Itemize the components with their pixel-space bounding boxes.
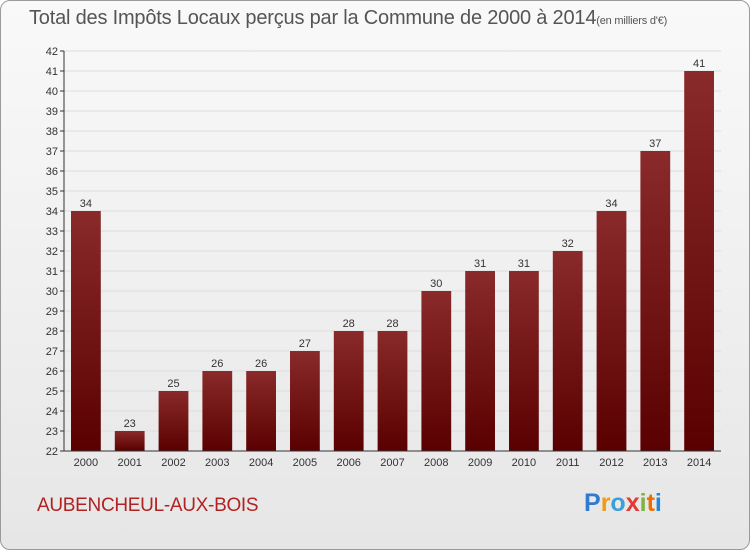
bar-value-label: 34 [605,198,617,210]
logo-letter: t [646,489,655,517]
y-tick-label: 34 [46,206,58,218]
y-tick-label: 33 [46,226,58,238]
axes [63,51,721,452]
x-axis-ticks: 2000 2001 2002 2003 2004 2005 2006 2007 2008 2009… [74,457,712,469]
logo-letter: o [610,489,626,517]
y-tick-label: 31 [46,266,58,278]
bar-2014 [684,71,714,451]
bar-2001 [114,431,145,451]
bar-value-label: 25 [167,378,179,390]
logo-letter: P [584,489,601,517]
bar-2004 [246,371,276,451]
y-tick-label: 26 [46,366,58,378]
chart-title-unit: (en milliers d'€) [596,15,668,27]
y-tick-label: 22 [46,446,58,458]
bar-value-label: 34 [80,198,92,210]
y-tick-label: 23 [46,426,58,438]
bar-2005 [290,351,320,451]
bar-value-label: 41 [693,58,705,70]
y-tick-label: 42 [46,46,58,58]
bar-2011 [552,251,583,451]
logo-letter: i [654,489,662,517]
y-tick-label: 25 [46,386,58,398]
bars [71,71,714,451]
y-tick-label: 30 [46,286,58,298]
y-tick-label: 35 [46,186,58,198]
bar-value-label: 23 [124,418,136,430]
bar-value-label: 28 [343,318,355,330]
bar-value-label: 27 [299,338,311,350]
bar-2000 [71,211,101,451]
bar-2002 [158,391,189,451]
bar-2006 [333,331,364,451]
bar-value-label: 28 [386,318,398,330]
bar-2003 [202,371,233,451]
logo-letter: r [600,489,611,517]
bar-2012 [596,211,627,451]
bar-2010 [509,271,539,451]
y-tick-label: 28 [46,326,58,338]
x-tick-label: 2008 [424,457,448,469]
chart-title-text: Total des Impôts Locaux perçus par la Co… [29,7,597,29]
y-tick-label: 29 [46,306,58,318]
y-tick-label: 37 [46,146,58,158]
chart-title: Total des Impôts Locaux perçus par la Co… [29,7,667,30]
y-tick-label: 41 [46,66,58,78]
logo-letter: i [639,489,647,517]
x-tick-label: 2014 [687,457,711,469]
bar-value-label: 31 [474,258,486,270]
x-tick-label: 2009 [468,457,492,469]
x-tick-label: 2011 [556,457,580,469]
bar-value-label: 37 [649,138,661,150]
y-tick-label: 27 [46,346,58,358]
proxiti-logo: Proxiti [584,489,662,518]
bar-value-label: 31 [518,258,530,270]
commune-name: AUBENCHEUL-AUX-BOIS [37,495,259,516]
bar-2007 [377,331,408,451]
bar-value-label: 30 [430,278,442,290]
bar-value-label: 26 [255,358,267,370]
y-tick-label: 40 [46,86,58,98]
x-tick-label: 2002 [161,457,185,469]
x-tick-label: 2003 [205,457,229,469]
y-tick-label: 39 [46,106,58,118]
y-axis-ticks: 22 23 24 25 26 27 28 29 30 31 32 33 34 35 36 37 38 39 40 41… [46,46,64,458]
y-tick-label: 24 [46,406,58,418]
bar-value-label: 26 [211,358,223,370]
x-tick-label: 2013 [643,457,667,469]
x-tick-label: 2000 [74,457,98,469]
bar-labels: 34 23 25 26 26 27 28 28 30 31 31 32 34 37 41 [80,58,705,430]
bar-2009 [465,271,495,451]
x-tick-label: 2007 [380,457,404,469]
x-tick-label: 2001 [117,457,141,469]
y-tick-label: 36 [46,166,58,178]
y-tick-label: 32 [46,246,58,258]
x-tick-label: 2006 [336,457,360,469]
logo-letter: x [625,489,640,517]
x-tick-label: 2010 [512,457,536,469]
x-tick-label: 2005 [293,457,317,469]
x-tick-label: 2004 [249,457,273,469]
bar-2008 [421,291,452,451]
bar-2013 [640,151,671,451]
y-tick-label: 38 [46,126,58,138]
x-tick-label: 2012 [599,457,623,469]
bar-value-label: 32 [562,238,574,250]
